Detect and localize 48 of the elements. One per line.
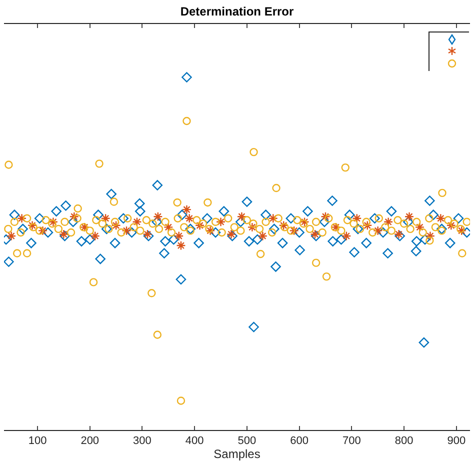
- point: [132, 217, 142, 227]
- x-tick-label: 300: [133, 435, 152, 448]
- x-tick-label: 800: [394, 435, 414, 448]
- point: [90, 231, 100, 241]
- point: [425, 231, 436, 241]
- point: [278, 220, 288, 230]
- point: [384, 217, 394, 227]
- point: [436, 214, 446, 224]
- x-tick-label: 400: [185, 435, 204, 448]
- point: [352, 214, 362, 224]
- chart-title: Determination Error: [180, 4, 294, 19]
- point: [122, 226, 132, 236]
- point: [176, 240, 186, 250]
- point: [184, 214, 194, 224]
- point: [17, 214, 27, 224]
- point: [153, 212, 163, 222]
- point: [174, 231, 184, 241]
- point: [69, 212, 79, 222]
- point: [300, 217, 310, 227]
- point: [236, 212, 247, 222]
- point: [195, 220, 205, 230]
- point: [27, 220, 38, 230]
- point: [289, 226, 299, 236]
- x-tick-label: 500: [238, 435, 256, 448]
- point: [48, 217, 58, 227]
- x-tick-label: 200: [80, 435, 100, 448]
- point: [247, 222, 257, 232]
- point: [164, 222, 174, 232]
- x-tick-label: 100: [28, 435, 47, 448]
- point: [373, 226, 383, 236]
- x-axis-title: Samples: [214, 447, 260, 462]
- point: [38, 226, 48, 236]
- point: [342, 231, 352, 241]
- point: [414, 222, 425, 232]
- x-tick-label: 900: [447, 435, 466, 448]
- point: [258, 231, 268, 241]
- point: [404, 212, 414, 222]
- point: [100, 214, 110, 224]
- x-tick-label: 600: [290, 435, 308, 448]
- point: [320, 212, 330, 222]
- point: [216, 217, 226, 227]
- point: [182, 204, 192, 214]
- point: [362, 220, 372, 230]
- point: [6, 231, 16, 241]
- point: [268, 214, 278, 224]
- point: [446, 220, 456, 230]
- x-tick-label: 700: [342, 435, 361, 448]
- point: [111, 220, 121, 230]
